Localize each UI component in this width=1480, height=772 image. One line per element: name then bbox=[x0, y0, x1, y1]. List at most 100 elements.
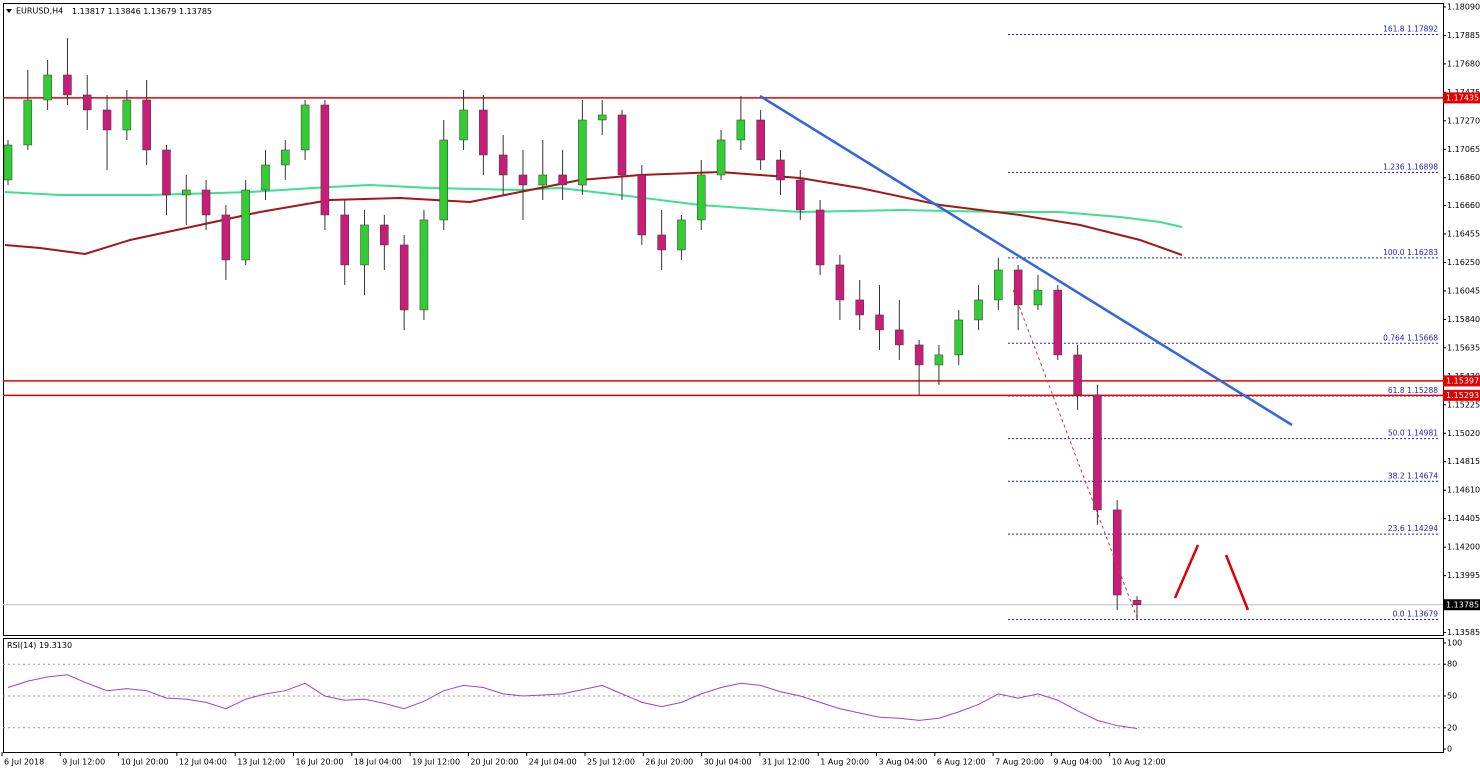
y-tick-label: 1.15840 bbox=[1447, 315, 1480, 324]
y-tick-label: 1.17270 bbox=[1447, 116, 1480, 125]
y-tick-label: 1.18090 bbox=[1447, 2, 1480, 11]
candle-body bbox=[696, 174, 706, 221]
x-tick-label: 19 Jul 12:00 bbox=[412, 758, 460, 767]
arrow-down bbox=[1224, 554, 1250, 611]
fib-level: 38.2 bbox=[1388, 471, 1405, 480]
fib-label: 161.8 1.17892 bbox=[1383, 24, 1438, 33]
candle-body bbox=[1013, 269, 1023, 306]
candle-body bbox=[419, 219, 429, 311]
y-tick-label: 1.16250 bbox=[1447, 258, 1480, 267]
fib-price: 1.17892 bbox=[1407, 24, 1438, 33]
y-tick-label: 1.15020 bbox=[1447, 429, 1480, 438]
fib-price: 1.15668 bbox=[1407, 333, 1438, 342]
candle-body bbox=[756, 119, 765, 161]
y-tick-label: 1.14610 bbox=[1447, 486, 1480, 495]
x-tick-label: 25 Jul 12:00 bbox=[587, 758, 635, 767]
candle-body bbox=[498, 154, 508, 176]
x-tick-label: 9 Jul 12:00 bbox=[62, 758, 105, 767]
y-tick-label: 1.15225 bbox=[1447, 400, 1480, 409]
candle-body bbox=[380, 224, 389, 246]
candle-body bbox=[815, 209, 825, 266]
candle-body bbox=[300, 104, 310, 151]
candle-body bbox=[320, 104, 330, 216]
fib-price: 1.14674 bbox=[1407, 471, 1438, 480]
x-tick-label: 13 Jul 12:00 bbox=[237, 758, 285, 767]
candle-body bbox=[142, 99, 151, 151]
x-tick-label: 12 Jul 04:00 bbox=[179, 758, 227, 767]
y-tick-label: 1.15635 bbox=[1447, 343, 1480, 352]
candle-body bbox=[617, 114, 627, 176]
header-prices: 1.13817 1.13846 1.13679 1.13785 bbox=[72, 7, 212, 16]
candle-body bbox=[835, 264, 845, 301]
candle-body bbox=[1053, 289, 1063, 356]
candle-body bbox=[122, 99, 132, 131]
symbol: EURUSD,H4 bbox=[16, 7, 63, 16]
fib-label: 0.764 1.15668 bbox=[1383, 333, 1438, 342]
x-tick-label: 31 Jul 12:00 bbox=[762, 758, 810, 767]
candle-body bbox=[657, 234, 666, 251]
level-price-label: 1.17435 bbox=[1446, 93, 1479, 102]
candle-body bbox=[875, 314, 884, 331]
y-tick-label: 1.17885 bbox=[1447, 31, 1480, 40]
x-tick-label: 24 Jul 04:00 bbox=[529, 758, 577, 767]
x-tick-label: 6 Jul 2018 bbox=[4, 758, 44, 767]
rsi-tick-label: 80 bbox=[1447, 660, 1457, 669]
fib-level: 50.0 bbox=[1388, 429, 1405, 438]
candle-body bbox=[736, 119, 746, 141]
candle-body bbox=[954, 319, 963, 356]
fib-price: 1.16283 bbox=[1407, 248, 1438, 257]
candle-body bbox=[578, 119, 587, 186]
candle-body bbox=[340, 214, 349, 266]
candle-body bbox=[63, 74, 72, 96]
x-tick-label: 20 Jul 20:00 bbox=[470, 758, 518, 767]
x-tick-label: 10 Jul 20:00 bbox=[121, 758, 169, 767]
candle-body bbox=[1073, 354, 1082, 396]
menu-triangle bbox=[6, 9, 12, 13]
y-tick-label: 1.16455 bbox=[1447, 229, 1480, 238]
y-tick-label: 1.13585 bbox=[1447, 628, 1480, 637]
fib-label: 100.0 1.16283 bbox=[1383, 248, 1438, 257]
fib-price: 1.13679 bbox=[1407, 609, 1438, 618]
candle-body bbox=[281, 149, 290, 166]
y-tick-label: 1.14815 bbox=[1447, 457, 1480, 466]
fib-price: 1.14294 bbox=[1407, 524, 1438, 533]
level-price-box bbox=[1443, 92, 1480, 104]
fib-price: 1.14981 bbox=[1407, 429, 1438, 438]
candle-body bbox=[439, 139, 449, 221]
candle-body bbox=[994, 269, 1003, 301]
candle-body bbox=[479, 109, 488, 156]
candle-body bbox=[796, 179, 805, 211]
y-tick-label: 1.17680 bbox=[1447, 59, 1480, 68]
candle-body bbox=[82, 94, 92, 111]
x-tick-label: 1 Aug 20:00 bbox=[820, 758, 869, 767]
rsi-tick-label: 0 bbox=[1447, 745, 1452, 754]
candle-body bbox=[855, 299, 864, 316]
level-price-label: 1.15397 bbox=[1446, 376, 1479, 385]
candle-body bbox=[261, 164, 270, 191]
x-tick-label: 7 Aug 20:00 bbox=[995, 758, 1044, 767]
fib-level: 100.0 bbox=[1383, 248, 1405, 257]
fib-level: 23.6 bbox=[1388, 524, 1405, 533]
fib-level: 0.0 bbox=[1393, 609, 1405, 618]
y-tick-label: 1.16860 bbox=[1447, 173, 1480, 182]
y-tick-label: 1.13995 bbox=[1447, 571, 1480, 580]
rsi-tick-label: 20 bbox=[1447, 723, 1457, 732]
x-tick-label: 3 Aug 04:00 bbox=[879, 758, 928, 767]
candle-body bbox=[201, 189, 211, 216]
candles bbox=[3, 38, 1142, 620]
moving-average-slow bbox=[4, 170, 1183, 256]
candle-body bbox=[360, 224, 369, 266]
header-price: 1.13679 bbox=[143, 7, 176, 16]
rsi-label: RSI(14) 19.3130 bbox=[7, 641, 72, 650]
y-tick-label: 1.16045 bbox=[1447, 286, 1480, 295]
candle-body bbox=[43, 74, 52, 101]
fib-level: 61.8 bbox=[1388, 386, 1405, 395]
fib-label: 1.236 1.16898 bbox=[1383, 162, 1438, 171]
x-tick-label: 16 Jul 20:00 bbox=[296, 758, 344, 767]
fib-label: 38.2 1.14674 bbox=[1388, 471, 1438, 480]
current-price-box bbox=[1443, 599, 1480, 611]
candle-body bbox=[934, 354, 944, 366]
fib-label: 0.0 1.13679 bbox=[1393, 609, 1439, 618]
